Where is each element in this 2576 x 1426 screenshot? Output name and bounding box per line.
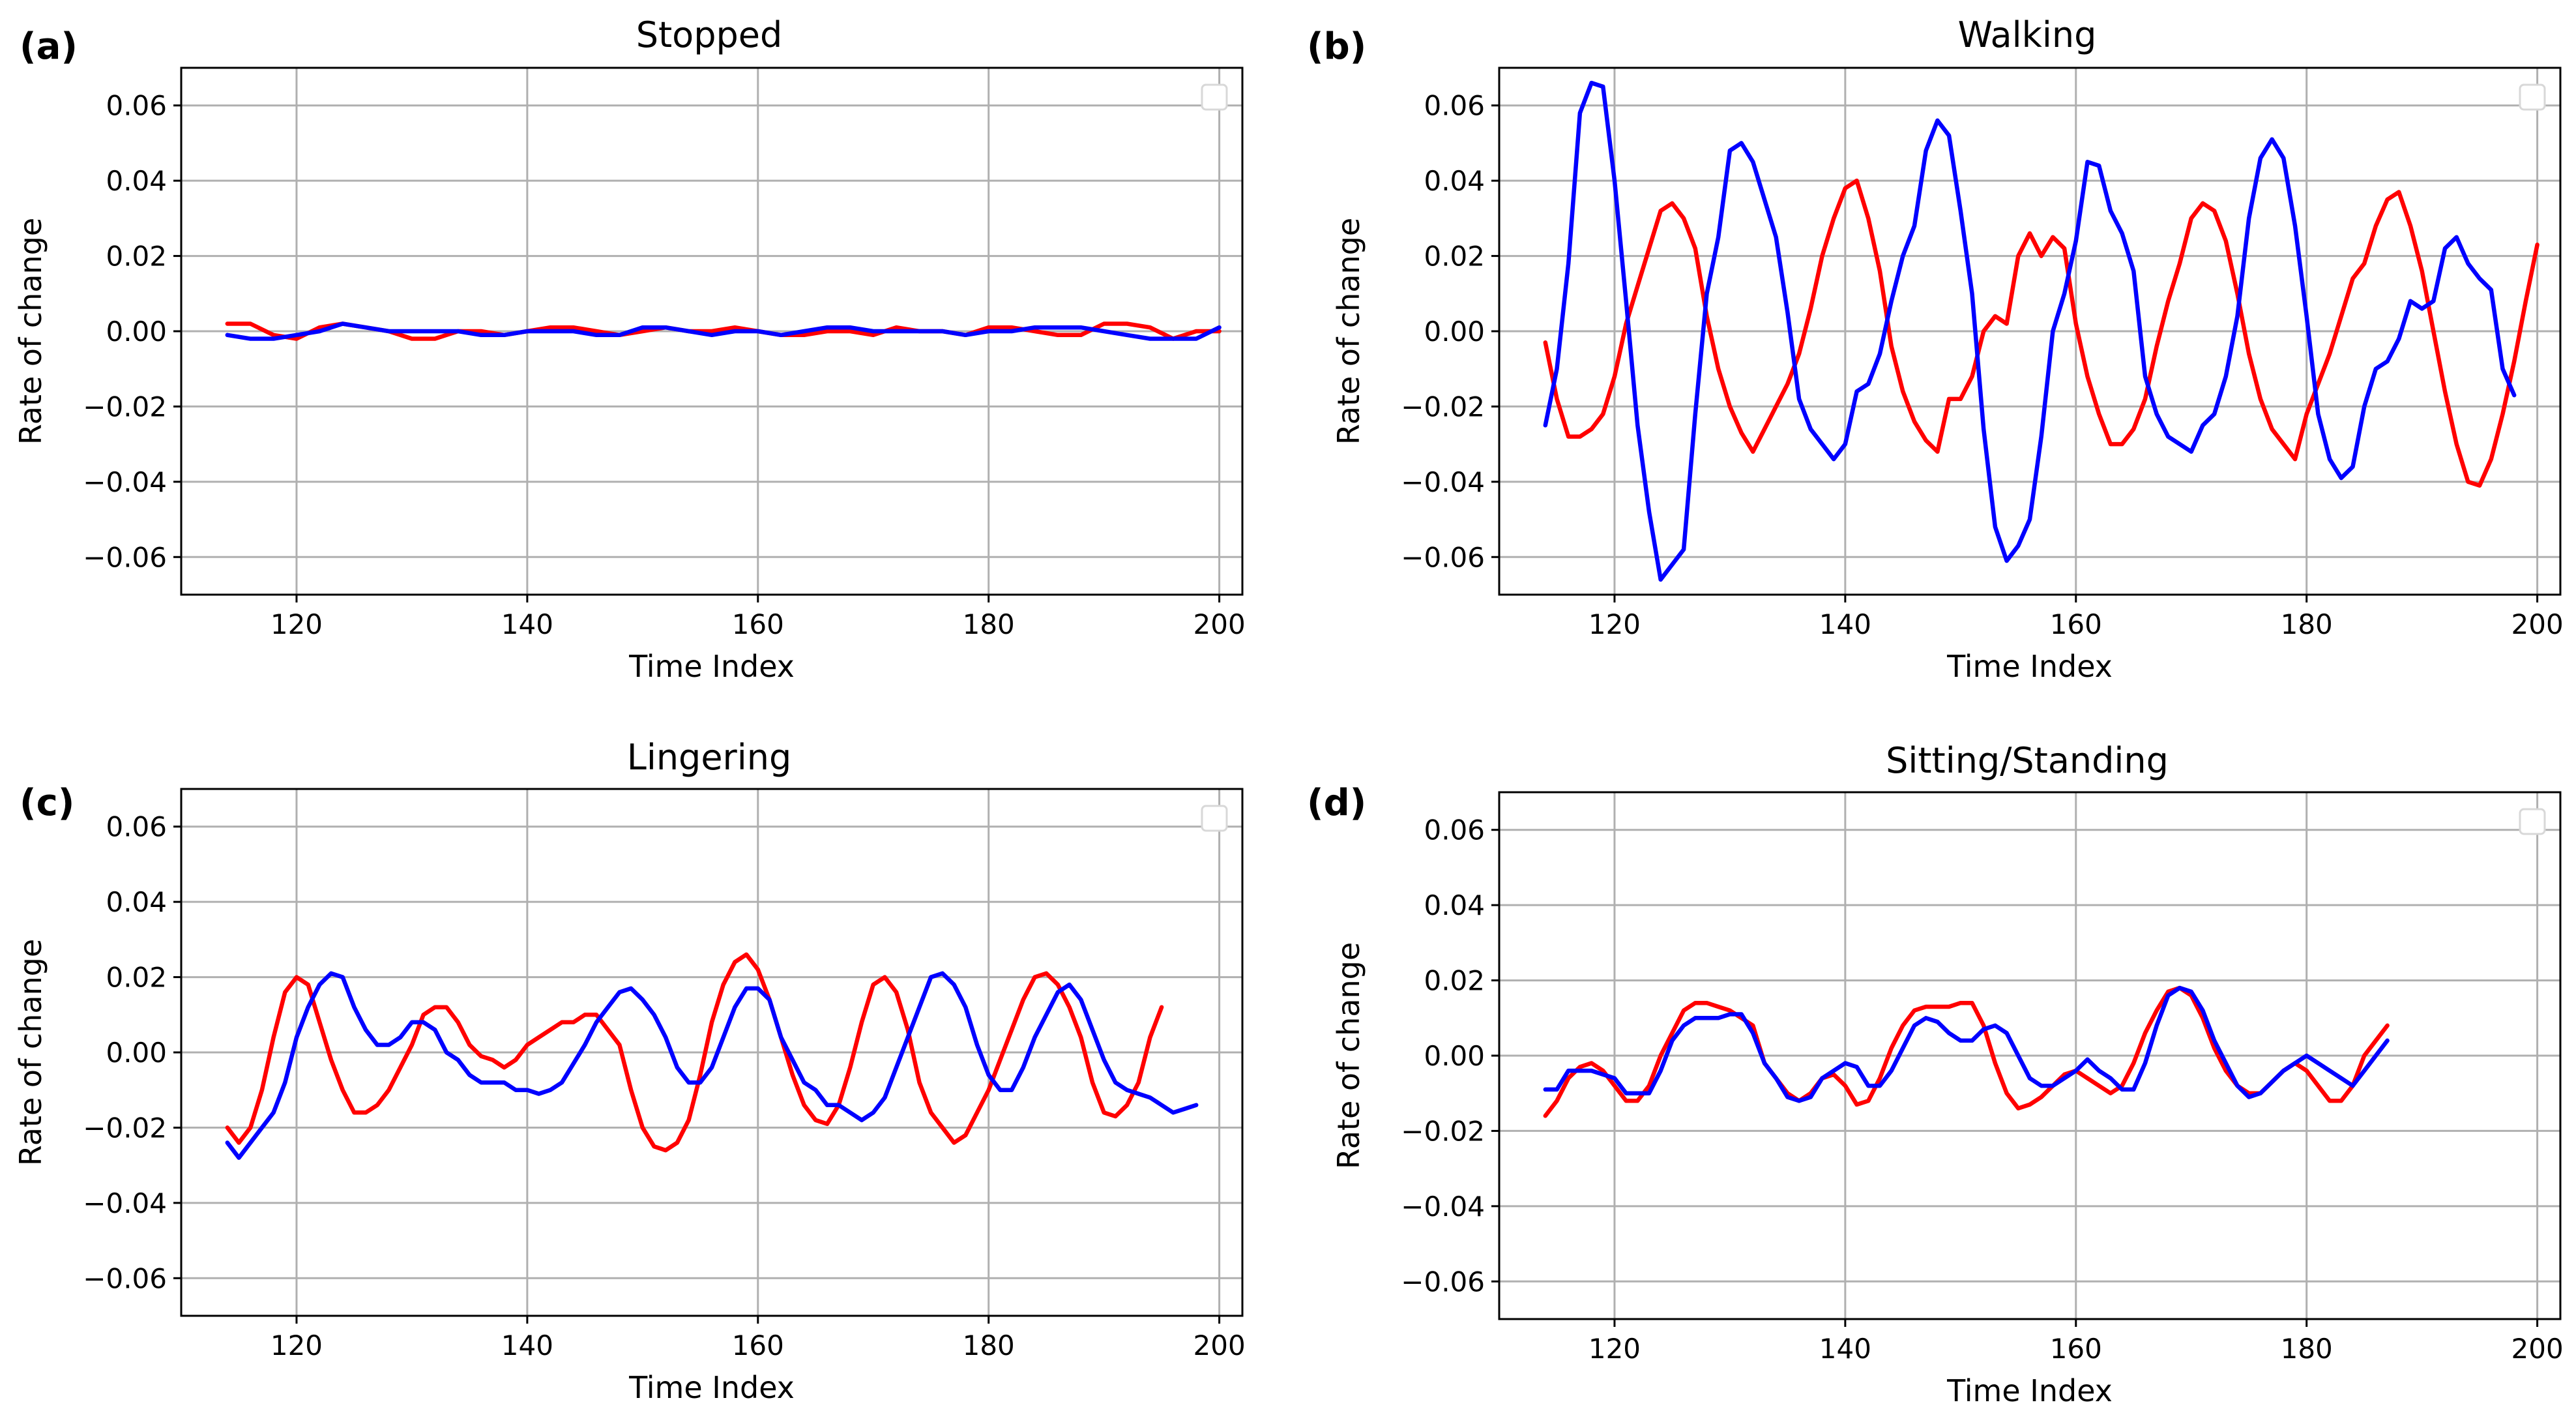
x-tick-label: 120 <box>271 1329 323 1361</box>
legend-box <box>2519 808 2546 835</box>
series-line-red <box>1543 985 2390 1118</box>
y-tick-label: 0.00 <box>1424 316 1485 348</box>
panel-title: Sitting/Standing <box>1886 740 2169 781</box>
panel-label: (a) <box>20 25 78 68</box>
y-tick-label: −0.04 <box>83 1187 167 1219</box>
x-tick-label: 120 <box>271 608 323 640</box>
x-tick-label: 200 <box>1193 1329 1246 1361</box>
y-tick-label: 0.06 <box>1424 814 1485 846</box>
y-tick-label: −0.06 <box>83 541 167 573</box>
x-axis-label: Time Index <box>628 1370 795 1405</box>
x-axis-label: Time Index <box>1946 1373 2113 1408</box>
panel-label: (b) <box>1307 25 1366 68</box>
panel-title: Walking <box>1958 14 2097 55</box>
y-tick-label: −0.04 <box>1401 1191 1485 1223</box>
x-tick-label: 180 <box>2281 608 2333 640</box>
panel-label: (d) <box>1307 782 1366 824</box>
y-tick-label: −0.04 <box>83 466 167 498</box>
y-tick-label: 0.04 <box>106 886 167 918</box>
panel-label: (c) <box>20 782 74 824</box>
y-tick-label: −0.06 <box>83 1262 167 1294</box>
y-tick-label: −0.02 <box>83 1112 167 1144</box>
panel-c: (c) Lingering 120 140 160 180 200 0.06 0.04 0.0… <box>13 737 1246 1405</box>
y-tick-label: 0.00 <box>106 316 167 348</box>
series-line-blue <box>225 971 1199 1160</box>
legend-box <box>1201 805 1228 832</box>
y-tick-label: 0.02 <box>106 962 167 994</box>
y-tick-label: 0.04 <box>1424 889 1485 921</box>
x-tick-label: 140 <box>1819 1333 1871 1365</box>
x-tick-label: 200 <box>2511 608 2564 640</box>
y-tick-label: 0.06 <box>106 90 167 122</box>
x-tick-label: 200 <box>1193 608 1246 640</box>
y-tick-label: 0.00 <box>1424 1040 1485 1072</box>
y-tick-label: 0.02 <box>106 241 167 273</box>
y-tick-label: 0.02 <box>1424 241 1485 273</box>
y-tick-label: 0.00 <box>106 1037 167 1069</box>
y-tick-label: 0.04 <box>1424 165 1485 197</box>
y-tick-label: 0.04 <box>106 165 167 197</box>
x-tick-label: 200 <box>2511 1333 2564 1365</box>
x-tick-label: 160 <box>732 1329 784 1361</box>
x-tick-label: 140 <box>501 1329 553 1361</box>
y-tick-label: 0.02 <box>1424 965 1485 997</box>
x-tick-label: 180 <box>963 1329 1015 1361</box>
y-tick-label: −0.06 <box>1401 541 1485 573</box>
y-axis-label: Rate of change <box>13 218 48 445</box>
series-line-red <box>225 952 1164 1153</box>
y-axis-label: Rate of change <box>13 939 48 1166</box>
x-tick-label: 160 <box>2050 608 2102 640</box>
x-axis-label: Time Index <box>628 649 795 684</box>
legend-box <box>1201 83 1228 111</box>
series-line-blue <box>225 321 1222 341</box>
x-tick-label: 140 <box>501 608 553 640</box>
x-tick-label: 140 <box>1819 608 1871 640</box>
y-tick-label: −0.02 <box>1401 391 1485 423</box>
y-tick-label: −0.02 <box>83 391 167 423</box>
y-tick-label: −0.04 <box>1401 466 1485 498</box>
panel-title: Lingering <box>627 737 792 778</box>
x-tick-label: 180 <box>963 608 1015 640</box>
panel-b: (b) Walking 120 140 160 180 200 0.06 0.04 0.02 0… <box>1307 14 2564 684</box>
x-tick-label: 160 <box>2050 1333 2102 1365</box>
y-tick-label: −0.02 <box>1401 1115 1485 1147</box>
panel-title: Stopped <box>636 14 783 55</box>
legend-box <box>2519 83 2546 111</box>
y-tick-label: −0.06 <box>1401 1266 1485 1298</box>
series-line-red <box>1543 178 2539 488</box>
panel-a: (a) Stopped 120 140 160 180 200 0.06 0.04 0.02 0… <box>13 14 1246 684</box>
x-tick-label: 180 <box>2281 1333 2333 1365</box>
x-axis-label: Time Index <box>1946 649 2113 684</box>
x-tick-label: 120 <box>1588 1333 1641 1365</box>
x-tick-label: 120 <box>1588 608 1641 640</box>
y-axis-label: Rate of change <box>1331 218 1366 445</box>
series-line-blue <box>1543 985 2390 1103</box>
panel-d: (d) Sitting/Standing 120 140 160 180 200 0.06… <box>1307 740 2564 1408</box>
x-tick-label: 160 <box>732 608 784 640</box>
series-line-blue <box>1543 80 2517 582</box>
y-axis-label: Rate of change <box>1331 942 1366 1169</box>
y-tick-label: 0.06 <box>106 811 167 843</box>
y-tick-label: 0.06 <box>1424 90 1485 122</box>
